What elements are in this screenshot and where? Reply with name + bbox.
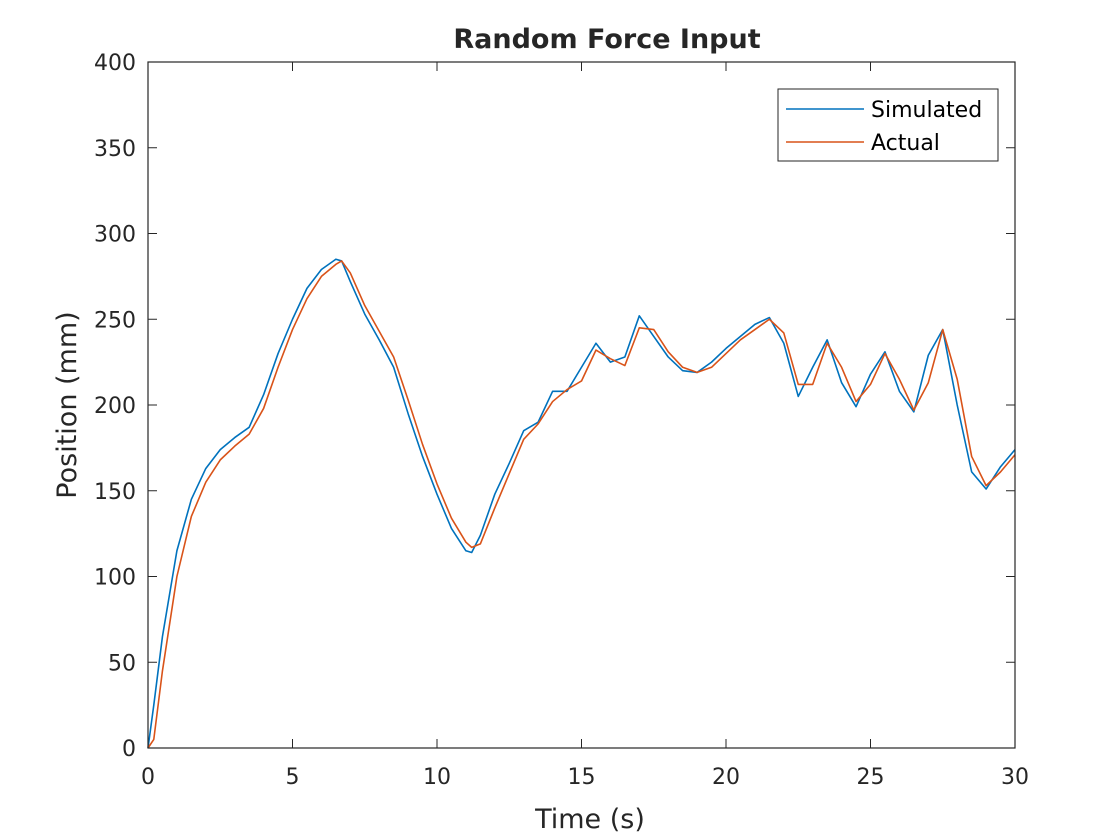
chart-title: Random Force Input — [453, 24, 760, 55]
y-tick-label: 400 — [94, 51, 136, 76]
x-axis-label: Time (s) — [534, 804, 645, 835]
y-axis-ticks: 0 50 100 150 200 250 300 350 400 — [94, 51, 1015, 762]
series-line-actual — [147, 260, 1016, 749]
y-tick-label: 100 — [94, 566, 136, 591]
y-tick-label: 350 — [94, 137, 136, 162]
series-line-simulated — [147, 258, 1016, 749]
y-tick-label: 300 — [94, 223, 136, 248]
legend-label-actual: Actual — [871, 131, 940, 156]
x-tick-label: 5 — [286, 765, 300, 790]
x-axis-ticks: 0 5 10 15 20 25 30 — [141, 62, 1029, 790]
x-tick-label: 0 — [141, 765, 155, 790]
x-tick-label: 30 — [1001, 765, 1029, 790]
x-tick-label: 15 — [568, 765, 596, 790]
y-tick-label: 0 — [122, 737, 136, 762]
x-tick-label: 20 — [712, 765, 740, 790]
x-tick-label: 10 — [423, 765, 451, 790]
y-tick-label: 150 — [94, 480, 136, 505]
y-tick-label: 200 — [94, 394, 136, 419]
legend: Simulated Actual — [777, 88, 999, 162]
y-axis-label: Position (mm) — [52, 311, 83, 498]
y-tick-label: 50 — [108, 651, 136, 676]
plot-series — [147, 258, 1016, 749]
legend-box — [777, 88, 999, 162]
legend-label-simulated: Simulated — [871, 98, 982, 123]
y-tick-label: 250 — [94, 308, 136, 333]
x-tick-label: 25 — [857, 765, 885, 790]
